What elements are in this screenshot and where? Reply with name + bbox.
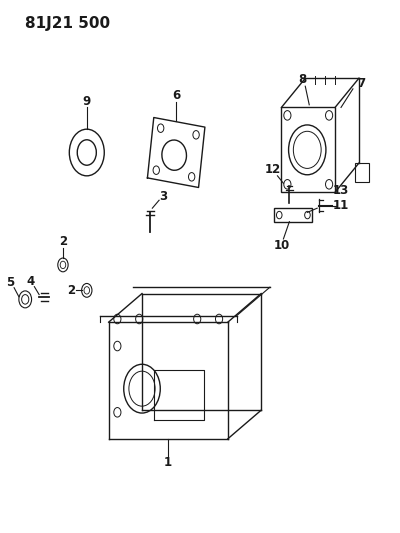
Text: 4: 4 xyxy=(27,275,35,288)
Text: 10: 10 xyxy=(274,239,290,252)
Text: 13: 13 xyxy=(333,184,349,197)
Text: 11: 11 xyxy=(333,199,349,212)
Text: 2: 2 xyxy=(67,284,75,297)
Text: 3: 3 xyxy=(159,190,167,203)
Text: 81J21 500: 81J21 500 xyxy=(25,16,110,31)
Text: 5: 5 xyxy=(6,276,14,289)
Text: 1: 1 xyxy=(164,456,172,469)
Text: 6: 6 xyxy=(172,89,180,102)
Text: 9: 9 xyxy=(83,94,91,108)
Text: 8: 8 xyxy=(298,74,307,86)
Text: 2: 2 xyxy=(59,235,67,248)
Text: 12: 12 xyxy=(264,164,281,176)
Text: 7: 7 xyxy=(357,77,365,90)
